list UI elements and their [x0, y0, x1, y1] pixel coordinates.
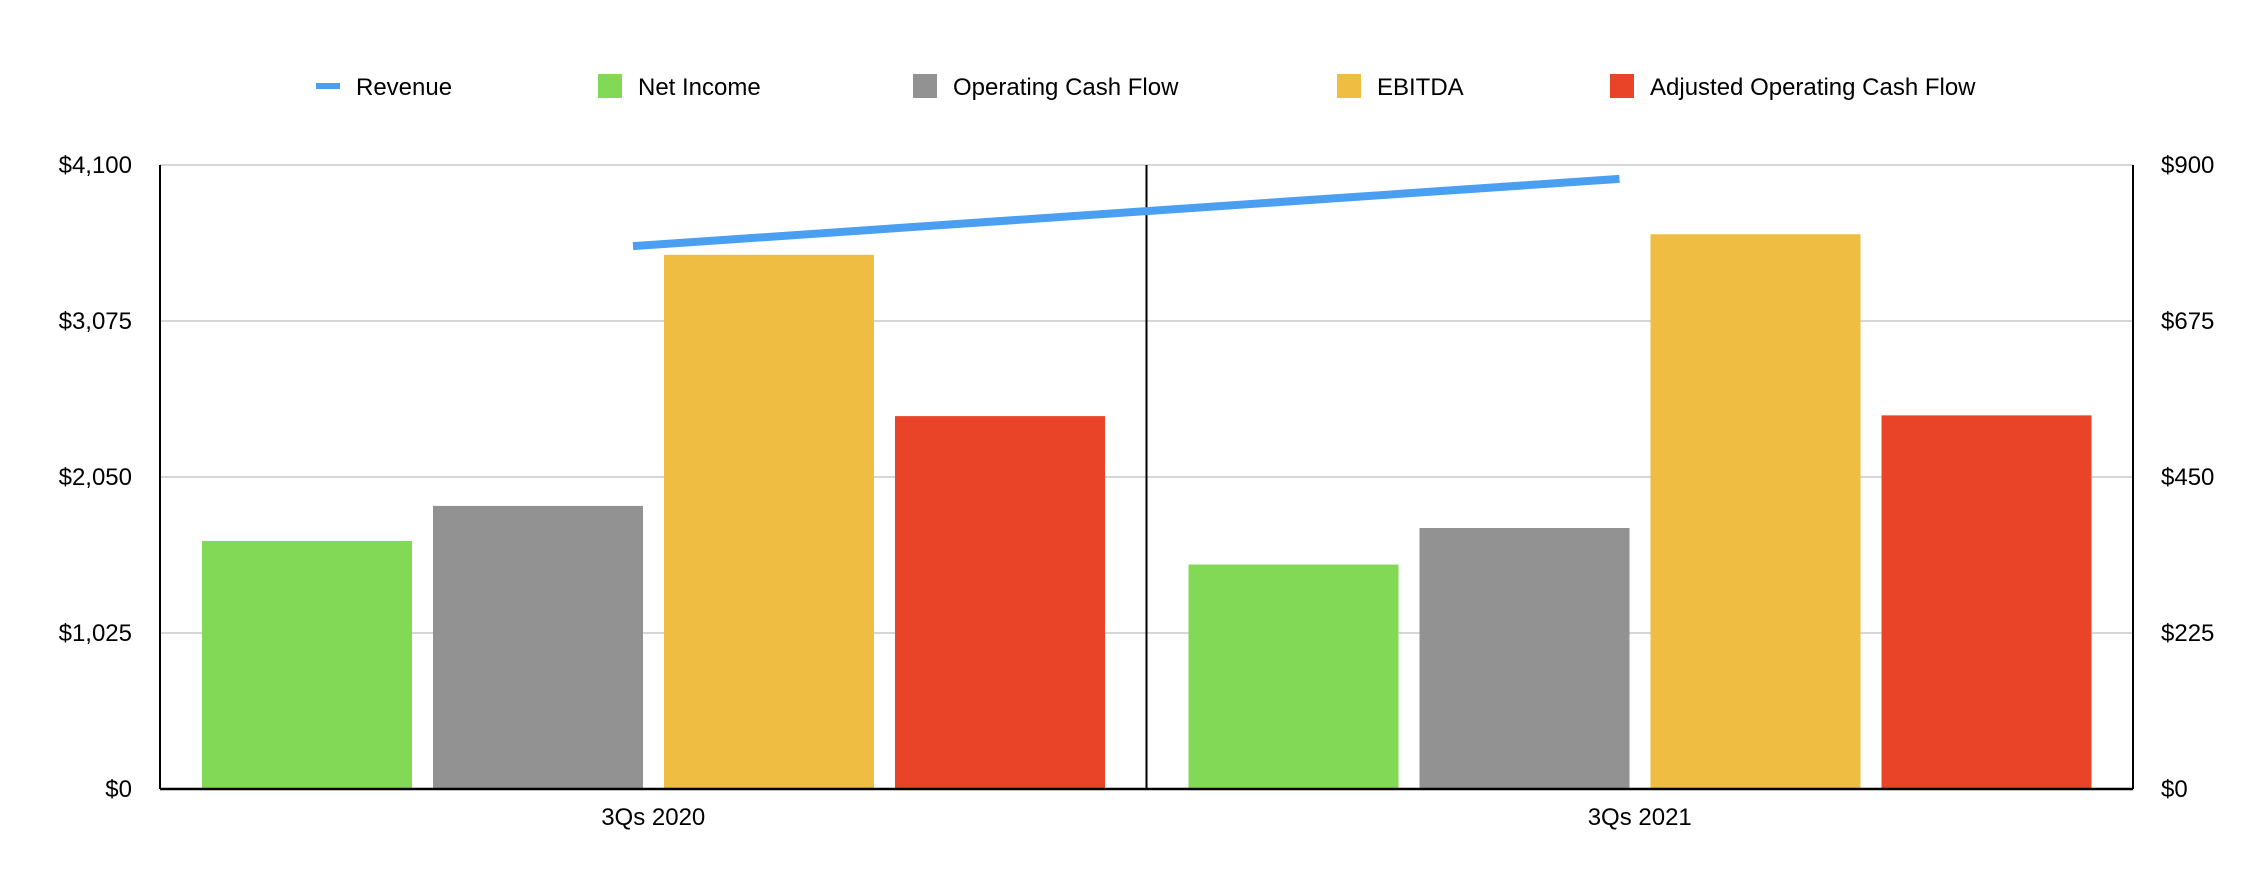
left-axis-tick-label: $3,075 [59, 308, 132, 335]
legend-swatch-line [316, 83, 340, 89]
left-axis-tick-label: $0 [105, 776, 132, 803]
bar-ebitda [1650, 234, 1861, 789]
bar-operating-cash-flow [433, 505, 643, 789]
bar-net-income [202, 540, 412, 789]
legend-swatch-operating-cash-flow [913, 74, 937, 98]
legend-label: Revenue [356, 74, 452, 101]
bar-net-income [1188, 564, 1399, 789]
bar-adjusted-operating-cash-flow [1881, 415, 2092, 789]
bars [202, 234, 2092, 790]
x-axis-tick-label: 3Qs 2020 [601, 804, 705, 831]
right-axis-tick-label: $0 [2161, 776, 2188, 803]
revenue-line [632, 174, 1620, 251]
legend-swatch-ebitda [1337, 74, 1361, 98]
legend: Revenue Net Income Operating Cash Flow EBIT… [316, 74, 1976, 101]
left-axis-tick-label: $4,100 [59, 152, 132, 179]
left-axis-tick-label: $2,050 [59, 464, 132, 491]
bar-operating-cash-flow [1419, 527, 1630, 789]
legend-label: Net Income [638, 74, 761, 101]
legend-label: Operating Cash Flow [953, 74, 1179, 101]
legend-label: EBITDA [1377, 74, 1464, 101]
legend-swatch-net-income [598, 74, 622, 98]
right-axis-tick-label: $675 [2161, 308, 2214, 335]
plot-frame [159, 165, 2134, 791]
revenue-line-layer [632, 174, 1620, 251]
x-axis-tick-label: 3Qs 2021 [1588, 804, 1692, 831]
left-axis-tick-label: $1,025 [59, 620, 132, 647]
bar-adjusted-operating-cash-flow [895, 416, 1105, 789]
legend-label: Adjusted Operating Cash Flow [1650, 74, 1976, 101]
right-axis-tick-label: $225 [2161, 620, 2214, 647]
right-axis-tick-label: $450 [2161, 464, 2214, 491]
right-axis-tick-label: $900 [2161, 152, 2214, 179]
axes: $0 $1,025 $2,050 $3,075 $4,100 $0 $225 $450 $675… [59, 152, 2215, 831]
bar-ebitda [664, 254, 874, 790]
legend-swatch-adjusted-operating-cash-flow [1610, 74, 1634, 98]
